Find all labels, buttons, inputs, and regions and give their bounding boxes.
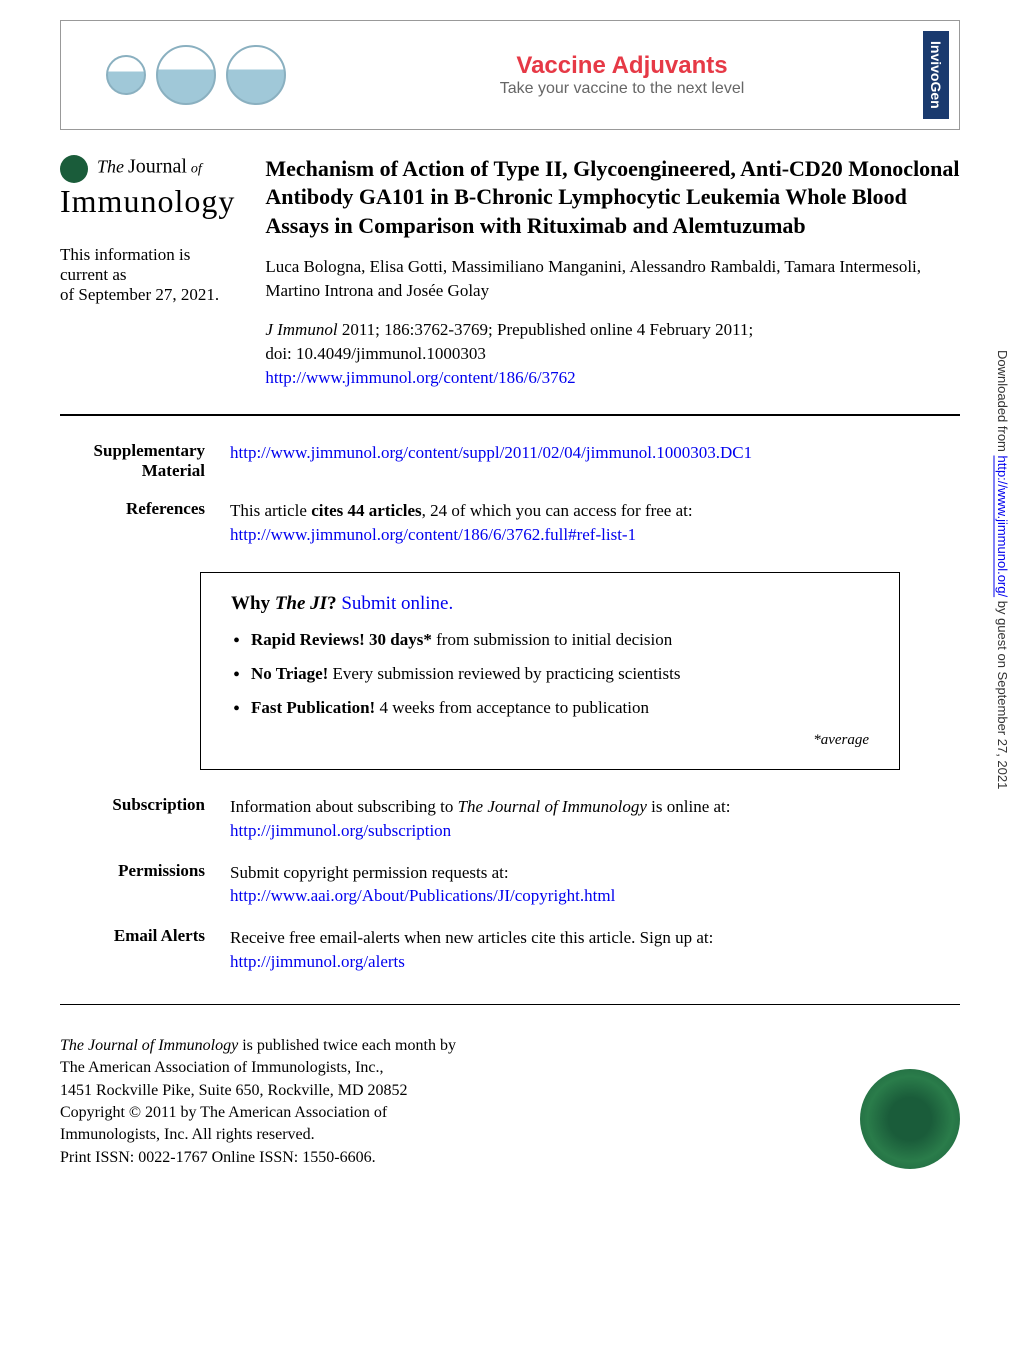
footer-text: The Journal of Immunology is published t… — [60, 1035, 820, 1169]
article-authors: Luca Bologna, Elisa Gotti, Massimiliano … — [265, 255, 960, 303]
why-item-2-bold: No Triage! — [251, 664, 328, 683]
subscription-link[interactable]: http://jimmunol.org/subscription — [230, 821, 451, 840]
aai-badge-icon — [60, 155, 88, 183]
logo-journal: Journal — [128, 155, 187, 177]
perm-text: Submit copyright permission requests at: — [230, 863, 509, 882]
current-info-line1: This information is current as — [60, 245, 235, 285]
current-info-line2: of September 27, 2021. — [60, 285, 235, 305]
footer-line2: The American Association of Immunologist… — [60, 1059, 384, 1076]
footer-line4: Copyright © 2011 by The American Associa… — [60, 1104, 387, 1121]
sub-text: Information about subscribing to — [230, 797, 458, 816]
logo-the: The — [97, 156, 124, 176]
sub-italic: The Journal of Immunology — [458, 797, 647, 816]
permissions-section: Permissions Submit copyright permission … — [60, 861, 960, 909]
why-word: Why — [231, 593, 275, 614]
banner-cups-image — [71, 35, 321, 115]
supplementary-label: Supplementary Material — [60, 441, 230, 481]
article-meta: Mechanism of Action of Type II, Glycoeng… — [265, 155, 960, 390]
footer-journal-name: The Journal of Immunology — [60, 1037, 238, 1054]
banner-text: Vaccine Adjuvants Take your vaccine to t… — [321, 52, 923, 98]
citation-journal: J Immunol — [265, 320, 337, 339]
ad-banner[interactable]: Vaccine Adjuvants Take your vaccine to t… — [60, 20, 960, 130]
banner-subtitle: Take your vaccine to the next level — [321, 80, 923, 98]
why-item-3-rest: 4 weeks from acceptance to publication — [375, 698, 649, 717]
refs-cites-bold: cites 44 articles — [311, 501, 421, 520]
average-note: *average — [231, 732, 869, 749]
footer-divider — [60, 1004, 960, 1005]
why-title: Why The JI? Submit online. — [231, 593, 869, 615]
side-post: by guest on September 27, 2021 — [995, 597, 1010, 789]
side-url-link[interactable]: http://www.jimmunol.org/ — [995, 456, 1010, 598]
why-item-3: Fast Publication! 4 weeks from acceptanc… — [251, 698, 869, 718]
current-info: This information is current as of Septem… — [60, 245, 235, 305]
aai-seal-icon — [860, 1069, 960, 1169]
subscription-label: Subscription — [60, 795, 230, 843]
journal-logo: The Journal of Immunology — [60, 155, 235, 220]
footer-line1-rest: is published twice each month by — [238, 1037, 456, 1054]
submit-online-link[interactable]: Submit online. — [341, 593, 453, 614]
why-the-ji: The JI — [275, 593, 327, 614]
subscription-section: Subscription Information about subscribi… — [60, 795, 960, 843]
why-item-1: Rapid Reviews! 30 days* from submission … — [251, 630, 869, 650]
refs-text-1: This article — [230, 501, 311, 520]
citation-doi: doi: 10.4049/jimmunol.1000303 — [265, 344, 486, 363]
article-title: Mechanism of Action of Type II, Glycoeng… — [265, 155, 960, 241]
refs-text-2: , 24 of which you can access for free at… — [422, 501, 693, 520]
why-item-1-rest: from submission to initial decision — [432, 630, 672, 649]
why-item-2: No Triage! Every submission reviewed by … — [251, 664, 869, 684]
header-row: The Journal of Immunology This informati… — [60, 155, 960, 390]
email-alerts-link[interactable]: http://jimmunol.org/alerts — [230, 952, 405, 971]
alerts-text: Receive free email-alerts when new artic… — [230, 928, 713, 947]
banner-title: Vaccine Adjuvants — [321, 52, 923, 80]
footer: The Journal of Immunology is published t… — [60, 1035, 960, 1169]
banner-brand: InvivoGen — [923, 31, 949, 119]
footer-line5: Immunologists, Inc. All rights reserved. — [60, 1126, 315, 1143]
supplementary-section: Supplementary Material http://www.jimmun… — [60, 441, 960, 481]
references-label: References — [60, 499, 230, 547]
permissions-link[interactable]: http://www.aai.org/About/Publications/JI… — [230, 886, 615, 905]
why-list: Rapid Reviews! 30 days* from submission … — [231, 630, 869, 718]
email-alerts-label: Email Alerts — [60, 926, 230, 974]
citation-text: 2011; 186:3762-3769; Prepublished online… — [342, 320, 753, 339]
references-link[interactable]: http://www.jimmunol.org/content/186/6/37… — [230, 525, 636, 544]
supplementary-link[interactable]: http://www.jimmunol.org/content/suppl/20… — [230, 443, 752, 462]
divider — [60, 414, 960, 416]
footer-line3: 1451 Rockville Pike, Suite 650, Rockvill… — [60, 1082, 408, 1099]
journal-logo-block: The Journal of Immunology This informati… — [60, 155, 235, 390]
why-item-1-bold: Rapid Reviews! 30 days* — [251, 630, 432, 649]
download-side-text: Downloaded from http://www.jimmunol.org/… — [995, 350, 1010, 789]
article-url-link[interactable]: http://www.jimmunol.org/content/186/6/37… — [265, 368, 575, 387]
article-citation: J Immunol 2011; 186:3762-3769; Prepublis… — [265, 318, 960, 389]
references-section: References This article cites 44 article… — [60, 499, 960, 547]
email-alerts-section: Email Alerts Receive free email-alerts w… — [60, 926, 960, 974]
sub-text2: is online at: — [647, 797, 731, 816]
side-pre: Downloaded from — [995, 350, 1010, 456]
logo-immunology: Immunology — [60, 183, 235, 219]
why-q: ? — [327, 593, 341, 614]
why-the-ji-box: Why The JI? Submit online. Rapid Reviews… — [200, 572, 900, 770]
logo-of: of — [191, 161, 202, 176]
why-item-3-bold: Fast Publication! — [251, 698, 375, 717]
why-item-2-rest: Every submission reviewed by practicing … — [328, 664, 680, 683]
footer-line6: Print ISSN: 0022-1767 Online ISSN: 1550-… — [60, 1149, 376, 1166]
permissions-label: Permissions — [60, 861, 230, 909]
